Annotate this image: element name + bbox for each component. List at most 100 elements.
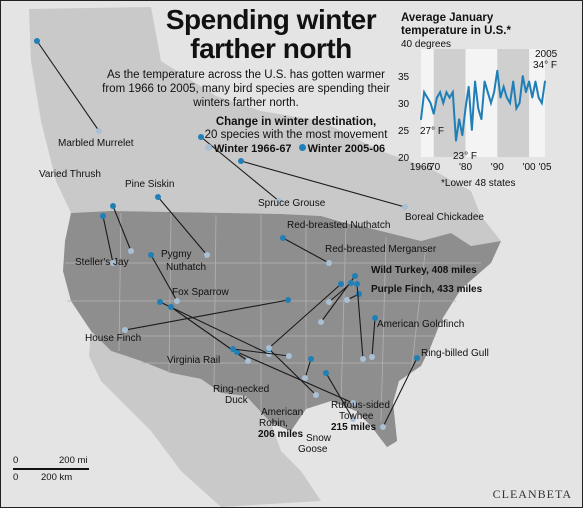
scale-bar: 0 200 mi 0 200 km	[13, 455, 103, 483]
winter-2005-point	[354, 281, 360, 287]
temperature-point	[512, 80, 515, 83]
species-label: Fox Sparrow	[172, 287, 229, 298]
migration-line	[328, 282, 352, 303]
species-label: Marbled Murrelet	[58, 138, 134, 149]
temperature-point	[540, 102, 543, 104]
species-label: Red-breasted Merganser	[325, 244, 437, 255]
inset-title-line-2: temperature in U.S.*	[401, 25, 511, 37]
migration-21	[266, 281, 344, 351]
inset-callout: 23° F	[453, 151, 477, 162]
winter-1966-point	[128, 248, 134, 254]
legend-label-old: Winter 1966-67	[214, 143, 292, 155]
species-label: Boreal Chickadee	[405, 212, 484, 223]
temperature-point	[429, 102, 432, 104]
inset-y-tick: 30	[398, 99, 410, 110]
temperature-point	[435, 96, 438, 99]
species-label: Towhee	[339, 411, 374, 422]
migration-16	[302, 356, 314, 381]
temperature-point	[509, 102, 511, 104]
winter-2005-point	[338, 281, 344, 287]
map-legend: Winter 1966-67 Winter 2005-06	[201, 143, 385, 155]
temperature-point	[493, 91, 496, 94]
change-subtitle: 20 species with the most movement	[204, 129, 388, 141]
winter-1966-point	[286, 353, 292, 359]
temperature-point	[474, 80, 476, 83]
migration-line	[371, 317, 376, 358]
winter-1966-point	[276, 198, 282, 204]
scale-mi-zero: 0	[13, 455, 19, 466]
species-label: Ring-necked	[213, 384, 270, 395]
inset-decade-band	[497, 49, 530, 157]
temperature-point	[420, 118, 422, 121]
temperature-point	[448, 96, 451, 99]
migration-22	[230, 346, 292, 359]
temperature-point	[423, 91, 426, 94]
migration-2	[155, 194, 210, 258]
winter-1966-point	[110, 260, 116, 266]
winter-1966-point	[369, 354, 375, 360]
migration-10	[380, 355, 420, 430]
inset-callout: 34° F	[533, 60, 557, 71]
winter-2005-point	[157, 299, 163, 305]
winter-1966-point	[174, 298, 180, 304]
temperature-point	[480, 118, 483, 121]
temperature-point	[486, 91, 489, 94]
temperature-point	[458, 118, 461, 121]
migration-line	[124, 299, 289, 331]
species-label: Red-breasted Nuthatch	[287, 220, 391, 231]
temperature-point	[483, 80, 486, 83]
winter-1966-point	[350, 400, 356, 406]
florida	[361, 403, 397, 447]
migration-line	[36, 40, 100, 132]
species-label: Goose	[298, 444, 328, 455]
inset-x-tick: '90	[491, 162, 504, 173]
migration-19	[323, 370, 356, 422]
legend-dot-old	[205, 144, 212, 151]
species-label: Varied Thrush	[39, 169, 101, 180]
inset-y-max-label: 40 degrees	[401, 39, 451, 50]
scale-bar-line	[13, 468, 89, 470]
winter-2005-point	[323, 370, 329, 376]
title-line-2: farther north	[190, 33, 352, 64]
migration-line	[102, 215, 114, 264]
temperature-point	[499, 96, 502, 99]
temperature-point	[496, 69, 499, 72]
migration-3	[198, 134, 282, 204]
migration-18	[234, 349, 356, 406]
migration-line	[240, 160, 406, 208]
scale-km-zero: 0	[13, 472, 19, 483]
migration-line	[356, 283, 364, 360]
winter-1966-point	[302, 375, 308, 381]
migration-line	[382, 357, 418, 428]
page-title: Spending winter farther north	[151, 5, 391, 63]
temperature-point	[537, 96, 540, 99]
winter-1966-point	[380, 424, 386, 430]
winter-1966-point	[318, 319, 324, 325]
species-label: House Finch	[85, 333, 142, 344]
migration-0	[34, 38, 102, 134]
inset-x-tick: '05	[538, 162, 551, 173]
winter-2005-point	[110, 203, 116, 209]
inset-title: Average January temperature in U.S.*	[401, 12, 511, 38]
migration-14	[157, 299, 272, 357]
winter-2005-point	[348, 280, 354, 286]
winter-1966-point	[96, 128, 102, 134]
temperature-point	[445, 91, 448, 94]
subtitle: As the temperature across the U.S. has g…	[102, 69, 390, 109]
change-title: Change in winter destination,	[215, 116, 377, 128]
temperature-point	[432, 112, 435, 115]
scale-mi-label: 200 mi	[59, 455, 88, 466]
migration-line	[268, 283, 342, 349]
species-label: Virginia Rail	[167, 355, 221, 366]
temperature-point	[439, 91, 441, 94]
temperature-point	[534, 80, 537, 83]
species-label: American Goldfinch	[377, 319, 465, 330]
temperature-point	[521, 75, 524, 77]
scale-km-label: 200 km	[41, 472, 73, 483]
species-label: 206 miles	[258, 429, 304, 440]
species-label: Snow	[306, 433, 332, 444]
winter-2005-point	[238, 158, 244, 164]
state-borders	[65, 212, 481, 422]
winter-2005-point	[155, 194, 161, 200]
species-label: Pygmy	[161, 249, 192, 260]
